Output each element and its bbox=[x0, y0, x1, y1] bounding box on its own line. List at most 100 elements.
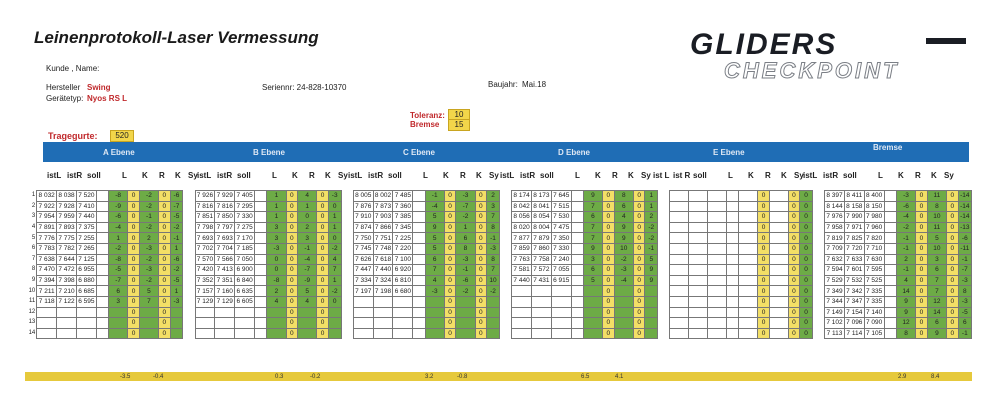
spacer-cell bbox=[95, 274, 110, 287]
cell-b-1: 7 160 bbox=[214, 285, 236, 297]
cell-e-3 bbox=[738, 242, 759, 255]
cell-a-7: 1 bbox=[169, 242, 184, 255]
cell-c-3 bbox=[424, 327, 445, 340]
cell-b-6: 0 bbox=[316, 317, 329, 329]
group-gap bbox=[812, 222, 825, 233]
cell-e-7: 0 bbox=[799, 253, 813, 266]
table-row: 13 0 0 0 0 0 0 0 0 0 0 0 7 102 7 096 7 090 12 0 6 0 6 bbox=[25, 317, 973, 329]
cell-b-7: 1 bbox=[327, 221, 342, 234]
col-header: soll bbox=[693, 171, 707, 180]
cell-c-0: 7 197 bbox=[352, 285, 374, 297]
cell-c-3: -1 bbox=[424, 190, 445, 202]
cell-e-7: 0 bbox=[799, 285, 813, 297]
group-gap bbox=[812, 275, 825, 286]
cell-e-4: 0 bbox=[757, 211, 770, 223]
cell-e-5 bbox=[768, 317, 789, 329]
cell-d-1 bbox=[530, 317, 552, 329]
spacer-cell bbox=[570, 295, 584, 308]
cell-a-2: 6 685 bbox=[75, 285, 97, 297]
spacer-cell bbox=[570, 327, 584, 340]
spacer-cell bbox=[883, 306, 897, 319]
col-header: K bbox=[595, 171, 601, 180]
cell-c-1 bbox=[372, 317, 394, 329]
group-gap bbox=[812, 285, 825, 297]
spacer-cell bbox=[570, 253, 584, 266]
cell-br-4: 0 bbox=[915, 274, 928, 287]
cell-e-1 bbox=[688, 264, 709, 276]
group-gap bbox=[499, 190, 512, 202]
cell-b-7: 0 bbox=[327, 295, 342, 308]
summary-value: 8.4 bbox=[931, 374, 940, 380]
hersteller-value: Swing bbox=[87, 83, 111, 92]
cell-c-0: 8 005 bbox=[352, 190, 374, 202]
cell-a-3: 1 bbox=[108, 232, 129, 244]
row-number: 9 bbox=[31, 277, 36, 284]
col-header: K bbox=[443, 171, 449, 180]
spacer-cell bbox=[883, 211, 897, 223]
cell-br-7: -14 bbox=[957, 211, 973, 223]
section-bar: A Ebene B Ebene C Ebene D Ebene E Ebene … bbox=[43, 142, 969, 162]
cell-d-7: -1 bbox=[644, 242, 659, 255]
cell-d-7: 1 bbox=[644, 200, 659, 213]
cell-d-0: 8 020 bbox=[511, 221, 532, 234]
cell-e-4: 0 bbox=[757, 253, 770, 266]
cell-br-2: 8 150 bbox=[863, 200, 885, 213]
cell-a-3: -6 bbox=[108, 211, 129, 223]
cell-br-6: 0 bbox=[946, 285, 959, 297]
cell-c-6: 0 bbox=[474, 232, 488, 244]
cell-c-1: 8 002 bbox=[372, 190, 394, 202]
cell-d-1 bbox=[530, 295, 552, 308]
cell-b-3 bbox=[266, 306, 287, 319]
cell-a-3 bbox=[108, 306, 129, 319]
group-gap bbox=[182, 232, 196, 244]
cell-c-4: 0 bbox=[443, 327, 457, 340]
group-gap bbox=[499, 243, 512, 255]
cell-c-6: 0 bbox=[474, 274, 488, 287]
cell-b-5: 5 bbox=[297, 285, 318, 297]
cell-c-5: 6 bbox=[455, 232, 476, 244]
spacer-cell bbox=[570, 242, 584, 255]
cell-a-5 bbox=[138, 327, 160, 340]
cell-c-7 bbox=[486, 317, 500, 329]
seriennr-text: Seriennr: 24-828-10370 bbox=[262, 83, 347, 92]
cell-br-7: 8 bbox=[957, 285, 973, 297]
cell-e-2 bbox=[707, 200, 728, 213]
cell-d-3: 5 bbox=[582, 274, 604, 287]
cell-c-7: 8 bbox=[486, 253, 500, 266]
cell-e-0 bbox=[669, 221, 690, 234]
cell-e-5 bbox=[768, 211, 789, 223]
cell-d-1 bbox=[530, 306, 552, 319]
row-number: 1 bbox=[31, 192, 36, 199]
cell-a-5: 7 bbox=[138, 295, 160, 308]
cell-br-0: 7 976 bbox=[824, 211, 845, 223]
cell-br-0: 7 819 bbox=[824, 232, 845, 244]
col-header: K bbox=[898, 171, 904, 180]
cell-e-1 bbox=[688, 317, 709, 329]
cell-b-2: 6 900 bbox=[234, 264, 256, 276]
cell-c-6: 0 bbox=[474, 221, 488, 234]
cell-a-3: -4 bbox=[108, 221, 129, 234]
cell-c-7: 3 bbox=[486, 200, 500, 213]
cell-a-7: -2 bbox=[169, 264, 184, 276]
cell-c-0 bbox=[352, 306, 374, 319]
cell-a-3 bbox=[108, 327, 129, 340]
cell-c-6: 0 bbox=[474, 327, 488, 340]
cell-b-6: 0 bbox=[316, 253, 329, 266]
cell-b-0: 7 157 bbox=[194, 285, 216, 297]
cell-c-7 bbox=[486, 306, 500, 319]
cell-a-4: 0 bbox=[127, 264, 140, 276]
table-row: 11 7 118 7 122 6 595 3 0 7 0 -3 7 129 7 129 6 605 4 0… bbox=[25, 295, 973, 308]
group-gap bbox=[499, 264, 512, 276]
cell-c-3: 6 bbox=[424, 253, 445, 266]
col-header: R bbox=[460, 171, 466, 180]
cell-d-2 bbox=[550, 285, 572, 297]
cell-b-6: 0 bbox=[316, 295, 329, 308]
cell-d-1: 7 879 bbox=[530, 232, 552, 244]
cell-br-2: 7 595 bbox=[863, 264, 885, 276]
col-header: ist R bbox=[673, 171, 691, 180]
spacer-cell bbox=[95, 253, 110, 266]
cell-b-3: 0 bbox=[266, 253, 287, 266]
cell-br-2: 7 090 bbox=[863, 317, 885, 329]
cell-e-0 bbox=[669, 242, 690, 255]
